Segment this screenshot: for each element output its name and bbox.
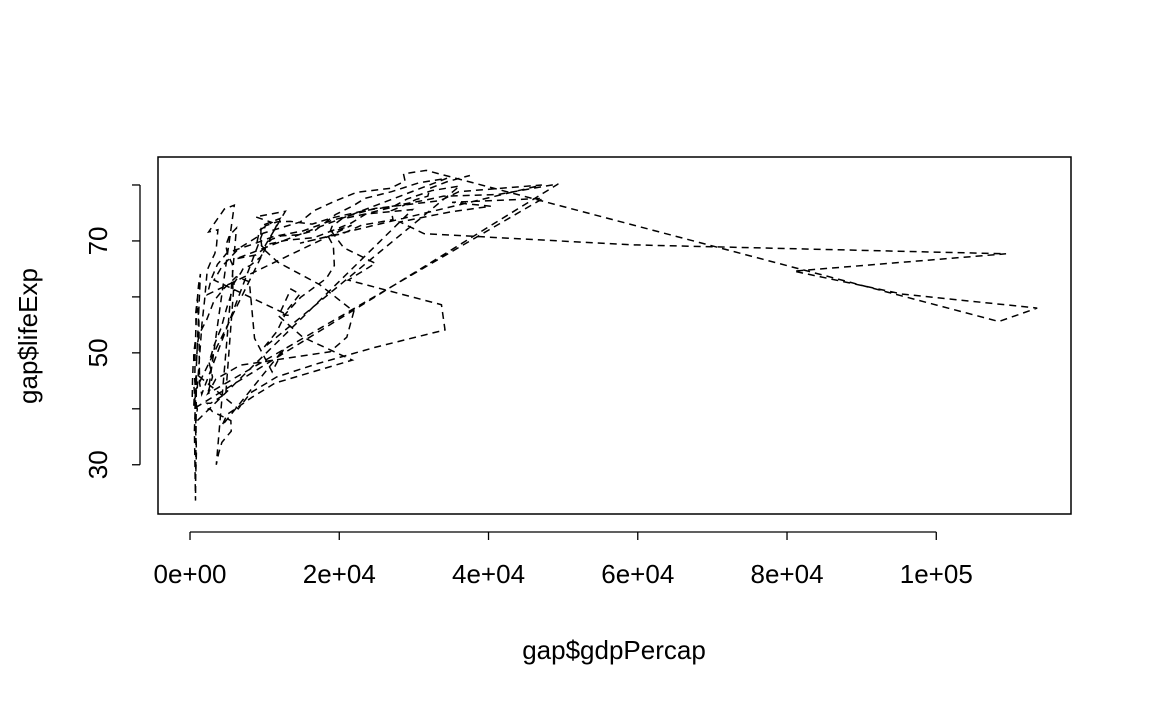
x-tick-label: 8e+04 <box>751 559 824 589</box>
y-tick-label: 30 <box>83 450 113 479</box>
y-tick-label: 70 <box>83 226 113 255</box>
plot-frame <box>157 156 1072 515</box>
x-tick-label: 0e+00 <box>153 559 226 589</box>
x-tick-label: 6e+04 <box>601 559 674 589</box>
x-axis-title: gap$gdpPercap <box>522 635 706 665</box>
x-tick-label: 4e+04 <box>452 559 525 589</box>
x-tick-label: 1e+05 <box>900 559 973 589</box>
y-tick-label: 50 <box>83 338 113 367</box>
x-tick-label: 2e+04 <box>303 559 376 589</box>
y-axis-title: gap$lifeExp <box>13 268 43 404</box>
data-line <box>191 169 1038 501</box>
